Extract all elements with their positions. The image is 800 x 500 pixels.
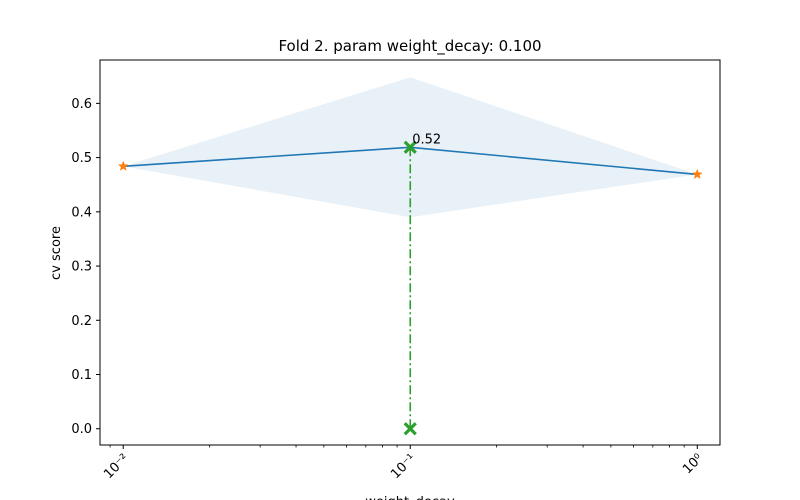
y-tick-label: 0.5 [71, 151, 92, 166]
best-zero-marker [403, 422, 417, 436]
chart-title: Fold 2. param weight_decay: 0.100 [278, 37, 541, 56]
y-tick-label: 0.4 [71, 205, 92, 220]
x-axis-label: weight_decay [365, 495, 455, 500]
y-tick-label: 0.2 [71, 314, 92, 329]
plot-layer: 0.520.00.10.20.30.40.50.610⁻² 10⁻¹ 10⁰ [71, 59, 721, 482]
star-marker [117, 160, 129, 171]
y-tick-label: 0.0 [71, 422, 92, 437]
y-axis-label: cv score [49, 226, 64, 280]
y-tick-label: 0.6 [71, 97, 92, 112]
best-point-marker [403, 140, 417, 154]
star-marker [691, 168, 703, 180]
best-point-marker-stroke-b [403, 140, 417, 154]
best-value-label: 0.52 [412, 132, 441, 147]
y-tick-label: 0.1 [71, 368, 92, 383]
y-tick-label: 0.3 [71, 260, 92, 275]
best-zero-marker-stroke-b [403, 422, 417, 436]
